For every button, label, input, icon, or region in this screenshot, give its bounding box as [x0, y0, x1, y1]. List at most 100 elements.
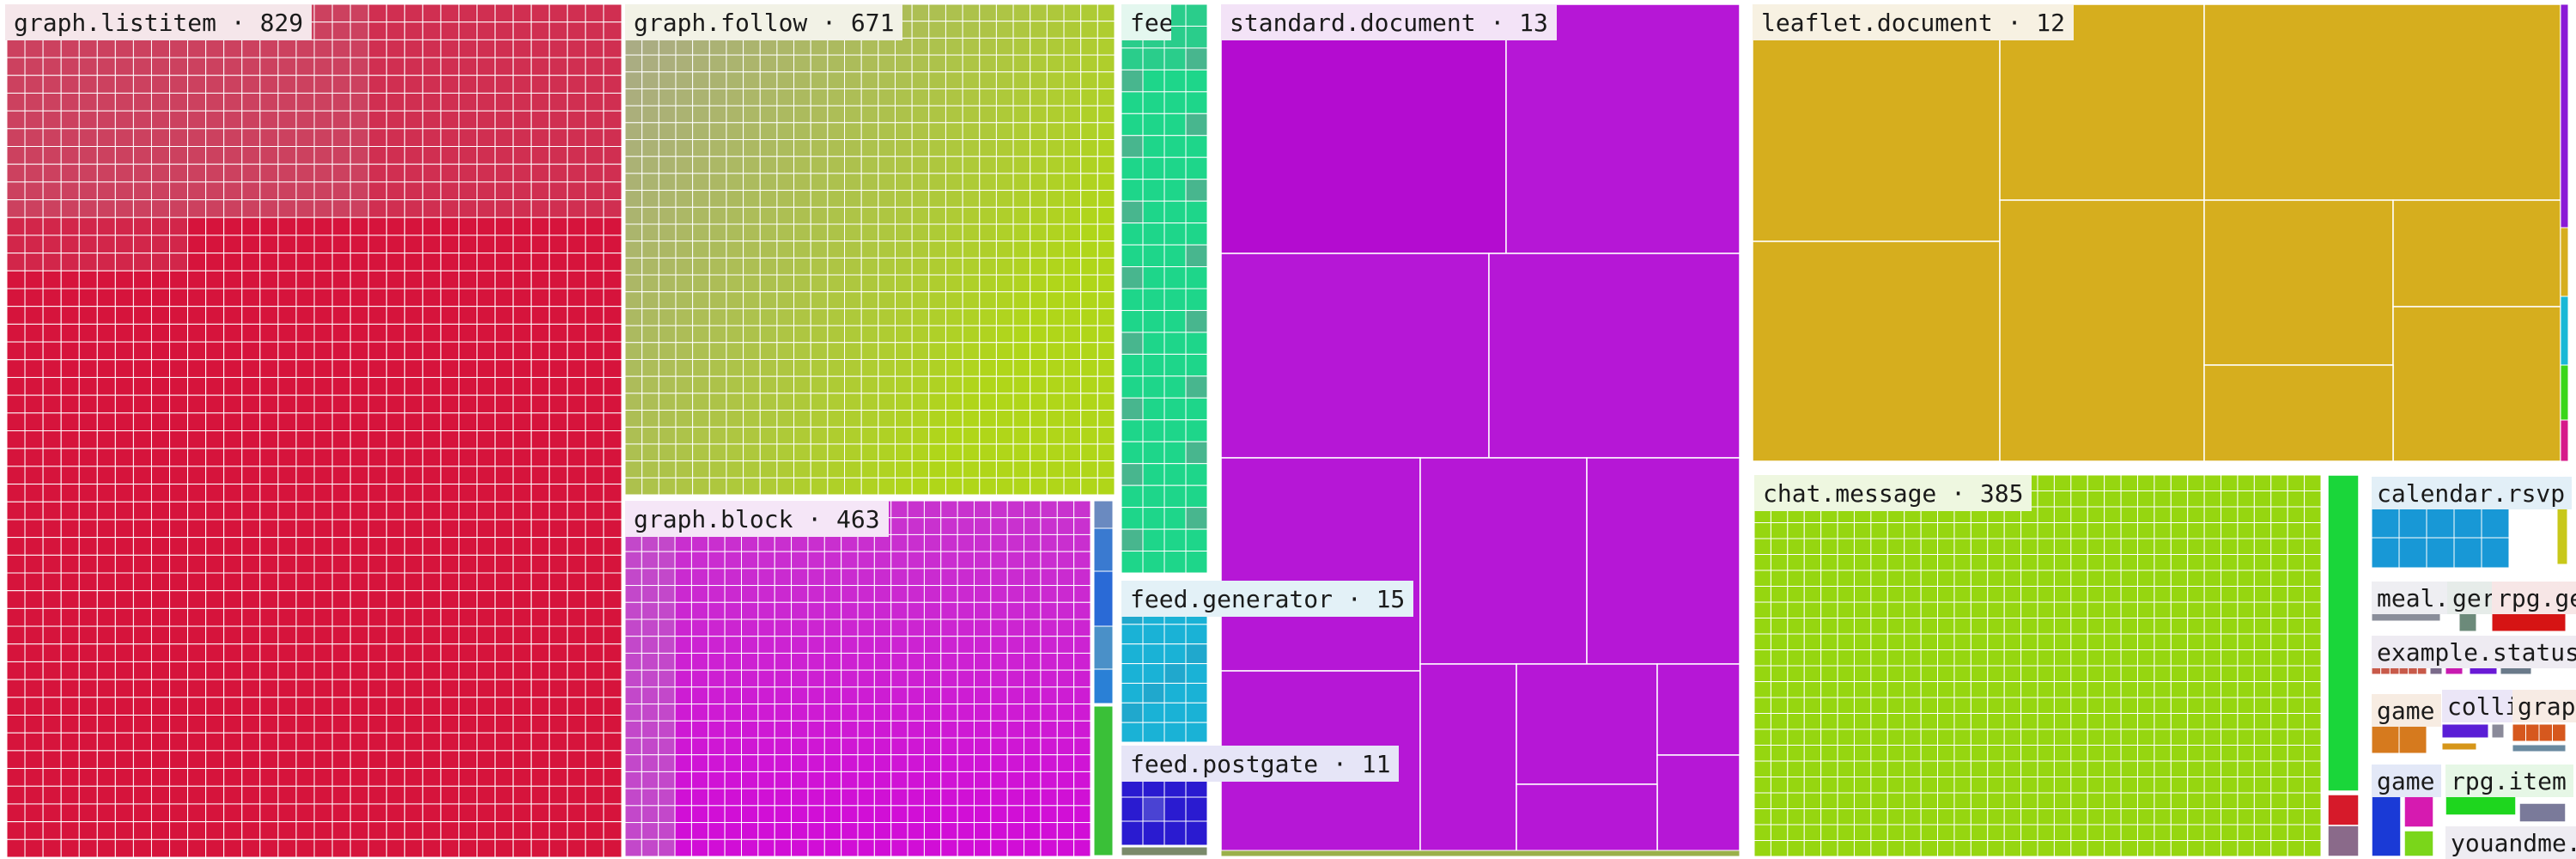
cell-chat-message — [1953, 490, 1971, 508]
cell-graph-listitem — [60, 235, 80, 254]
cell-chat-message — [1886, 649, 1905, 667]
cell-chat-message — [2287, 474, 2306, 491]
cell-graph-listitem — [404, 376, 423, 396]
cell-chat-message — [2270, 554, 2288, 571]
cell-graph-listitem — [169, 92, 189, 112]
cell-graph-listitem — [603, 785, 623, 805]
cell-chat-message — [1837, 570, 1855, 587]
cell-feed-t — [1121, 156, 1144, 180]
cell-graph-follow — [878, 410, 896, 428]
cell-graph-follow — [692, 241, 710, 259]
cell-chat-message — [1853, 840, 1872, 857]
cell-graph-listitem — [259, 607, 279, 627]
cell-graph-block — [1056, 533, 1075, 552]
cell-graph-listitem — [477, 376, 496, 396]
cell-graph-follow — [1012, 274, 1031, 293]
cell-graph-listitem — [205, 110, 225, 130]
cell-graph-listitem — [368, 235, 387, 254]
cell-graph-listitem — [440, 750, 459, 770]
cell-graph-listitem — [241, 537, 261, 556]
cell-graph-follow — [827, 223, 846, 242]
cell-graph-listitem — [331, 466, 351, 485]
cell-graph-follow — [844, 88, 862, 107]
cell-graph-follow — [1080, 88, 1098, 107]
cell-chat-message — [2087, 474, 2105, 491]
cell-chat-message — [2203, 554, 2222, 571]
cell-graph-listitem — [404, 519, 423, 539]
cell-graph-listitem — [603, 643, 623, 662]
cell-chat-message — [1837, 490, 1855, 508]
cell-graph-listitem — [169, 359, 189, 378]
cell-graph-listitem — [114, 163, 134, 183]
cell-graph-listitem — [241, 323, 261, 343]
cell-graph-block — [823, 551, 842, 570]
cell-chat-message — [2070, 618, 2088, 635]
cell-feed-postgate — [1121, 772, 1144, 798]
cell-graph-follow — [793, 241, 811, 259]
cell-chat-message — [2087, 490, 2105, 508]
cell-graph-listitem — [60, 697, 80, 716]
cell-chat-message — [2154, 665, 2172, 682]
cell-graph-listitem — [241, 715, 261, 734]
cell-graph-block — [641, 754, 659, 772]
cell-graph-follow — [911, 375, 930, 394]
cell-graph-block — [907, 618, 925, 637]
cell-chat-message — [1953, 506, 1971, 523]
cell-graph-listitem — [422, 57, 441, 76]
cell-chat-message — [1820, 554, 1838, 571]
cell-graph-listitem — [169, 39, 189, 58]
cell-graph-listitem — [114, 715, 134, 734]
cell-graph-block — [708, 533, 726, 552]
cell-chat-message — [1886, 665, 1905, 682]
cell-graph-listitem — [60, 732, 80, 752]
cell-graph-listitem — [6, 75, 26, 94]
cell-graph-listitem — [205, 199, 225, 218]
cell-graph-listitem — [386, 253, 405, 271]
cell-graph-follow — [708, 3, 727, 22]
cell-graph-listitem — [132, 412, 152, 431]
cell-graph-follow — [793, 190, 811, 208]
cell-graph-follow — [1063, 173, 1082, 192]
cell-graph-follow — [708, 358, 727, 377]
cell-graph-follow — [1046, 173, 1065, 192]
cell-graph-listitem — [150, 715, 171, 734]
cell-graph-listitem — [440, 679, 459, 698]
cell-chat-message — [2053, 601, 2072, 618]
cell-graph-listitem — [205, 821, 225, 840]
cell-chat-message — [1803, 745, 1822, 762]
cell-graph-block — [1006, 500, 1025, 519]
cell-graph-listitem — [313, 715, 333, 734]
cell-graph-follow — [979, 375, 997, 394]
cell-chat-message — [2020, 618, 2038, 635]
cell-graph-listitem — [331, 39, 351, 58]
cell-graph-follow — [995, 206, 1014, 225]
cell-graph-listitem — [603, 501, 623, 521]
cell-graph-block — [690, 533, 709, 552]
cell-chat-message — [2070, 792, 2088, 809]
cell-feed-t — [1121, 266, 1144, 289]
cell-graph-listitem — [603, 235, 623, 254]
cell-graph-listitem — [259, 146, 279, 165]
cell-graph-listitem — [24, 715, 44, 734]
cell-chat-message — [1853, 586, 1872, 603]
cell-graph-listitem — [567, 821, 586, 840]
cell-graph-listitem — [440, 359, 459, 378]
cell-graph-listitem — [440, 590, 459, 609]
cell-graph-listitem — [585, 21, 605, 40]
cell-graph-listitem — [440, 821, 459, 840]
cell-graph-listitem — [78, 21, 98, 40]
cell-graph-follow — [1080, 375, 1098, 394]
cell-graph-listitem — [277, 412, 297, 431]
cell-graph-listitem — [259, 537, 279, 556]
cell-feed-t — [1142, 266, 1165, 289]
cell-graph-listitem — [404, 57, 423, 76]
cell-graph-block — [674, 551, 692, 570]
cell-graph-listitem — [603, 679, 623, 698]
cell-example-status — [2389, 665, 2400, 675]
cell-graph-block — [641, 788, 659, 807]
cell-leaflet-document — [2392, 199, 2561, 308]
cell-graph-listitem — [24, 750, 44, 770]
cell-chat-message — [2170, 570, 2189, 587]
cell-graph-listitem — [42, 146, 62, 165]
cell-graph-block — [990, 618, 1008, 637]
